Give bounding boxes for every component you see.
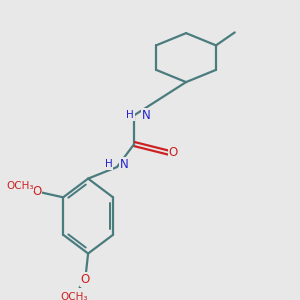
Text: H: H [127,110,134,120]
Text: OCH₃: OCH₃ [6,181,34,191]
Text: O: O [169,146,178,159]
Text: N: N [120,158,128,171]
Text: O: O [33,185,42,198]
Text: N: N [141,109,150,122]
Text: H: H [105,159,112,169]
Text: O: O [81,273,90,286]
Text: OCH₃: OCH₃ [60,292,88,300]
